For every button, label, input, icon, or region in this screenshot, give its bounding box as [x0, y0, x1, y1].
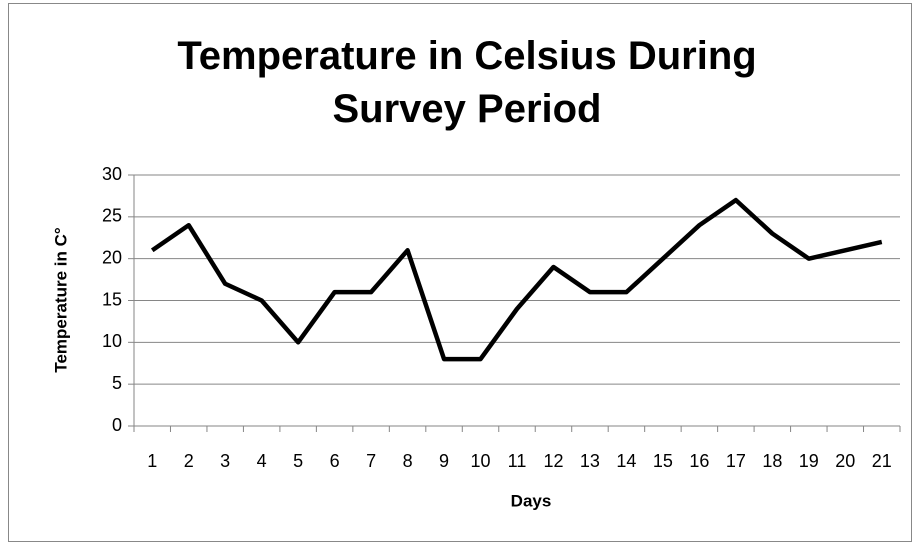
x-tick-label: 21 [872, 451, 892, 471]
y-tick-label: 0 [112, 415, 122, 435]
x-tick-label: 16 [689, 451, 709, 471]
x-tick-label: 5 [293, 451, 303, 471]
y-tick-label: 10 [102, 331, 122, 351]
x-tick-label: 7 [366, 451, 376, 471]
x-tick-label: 6 [330, 451, 340, 471]
chart-frame [8, 3, 912, 542]
x-tick-label: 4 [257, 451, 267, 471]
x-tick-label: 20 [835, 451, 855, 471]
y-tick-label: 20 [102, 247, 122, 267]
x-tick-label: 19 [799, 451, 819, 471]
x-tick-label: 2 [184, 451, 194, 471]
y-tick-label: 30 [102, 164, 122, 184]
x-tick-label: 8 [403, 451, 413, 471]
x-tick-label: 14 [616, 451, 636, 471]
data-line [150, 197, 883, 362]
x-tick-label: 11 [508, 451, 527, 471]
x-tick-label: 10 [471, 451, 491, 471]
x-tick-label: 3 [220, 451, 230, 471]
chart-title: Temperature in Celsius During Survey Per… [177, 34, 757, 131]
x-axis-label: Days [511, 491, 552, 510]
y-tick-label: 5 [112, 373, 122, 393]
x-tick-label: 13 [580, 451, 600, 471]
y-tick-label: 15 [102, 289, 122, 309]
x-tick-label: 9 [439, 451, 449, 471]
x-tick-label: 1 [147, 451, 157, 471]
x-tick-label: 12 [543, 451, 563, 471]
x-tick-label: 15 [653, 451, 673, 471]
y-axis-label: Temperature in C° [51, 227, 70, 373]
x-tick-label: 18 [762, 451, 782, 471]
x-tick-label: 17 [726, 451, 746, 471]
y-tick-label: 25 [102, 206, 122, 226]
